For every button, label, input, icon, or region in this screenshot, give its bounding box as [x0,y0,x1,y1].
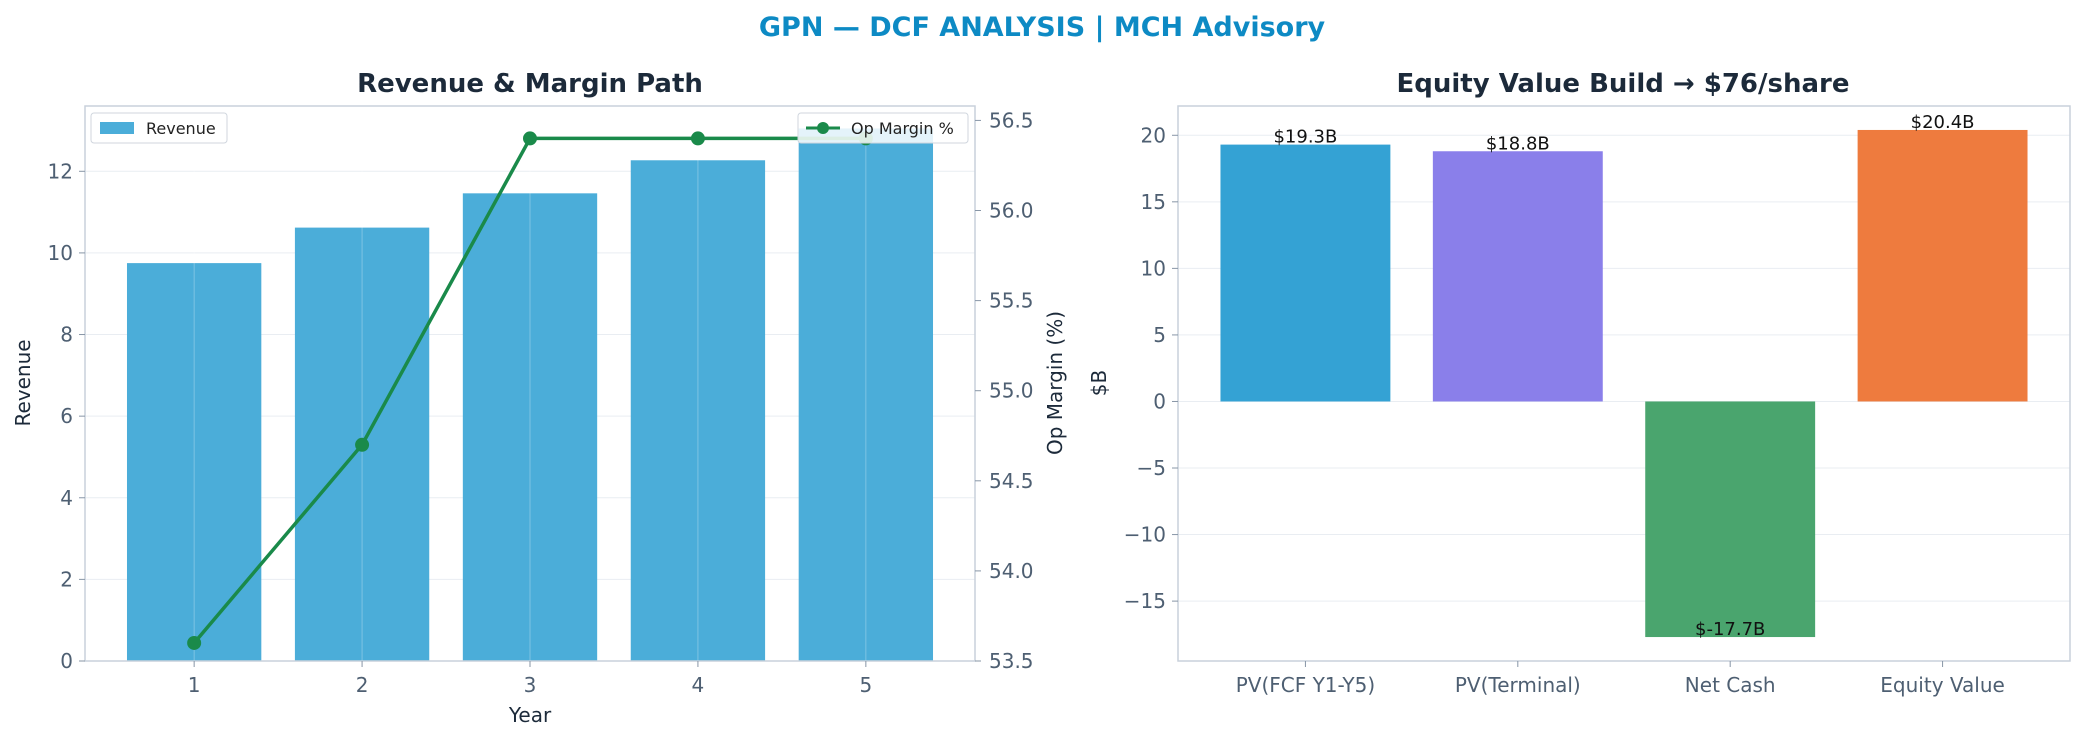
equity-bar-data-label: $18.8B [1486,133,1550,154]
revenue-bar [798,128,934,662]
left-y-tick-label: 6 [60,404,73,428]
left-y-tick-label: 12 [48,159,73,183]
right-plot-frame [1177,105,2071,662]
right-y-tick-label: 20 [1141,123,1166,147]
legend-revenue: Revenue [90,112,228,144]
equity-bar-data-label: $19.3B [1273,127,1337,148]
equity-value-chart: Equity Value Build → $76/share $19.3B $18… [1087,69,2071,697]
left-x-tick-label: 4 [692,673,705,697]
equity-build-bar [1220,144,1391,402]
left-y2-tick-label: 55.0 [989,379,1034,403]
op-margin-point [690,131,705,146]
right-x-tick-label: PV(FCF Y1-Y5) [1236,673,1375,697]
left-y2-tick-label: 54.0 [989,559,1034,583]
left-x-tick-label: 1 [188,673,201,697]
left-x-axis-label: Year [508,703,552,727]
legend-op-margin-label: Op Margin % [851,119,954,138]
op-margin-point [523,131,537,146]
right-y-tick-label: 15 [1141,190,1166,214]
left-x-tick-label: 2 [356,673,369,697]
left-chart-title: Revenue & Margin Path [357,69,703,99]
legend-op-margin-box [797,112,969,144]
left-y2-tick-label: 53.5 [989,649,1034,673]
left-y-tick-label: 4 [60,486,73,510]
left-y-tick-label: 8 [60,323,73,347]
left-y2-tick-label: 56.0 [989,199,1034,223]
right-y-tick-label: −5 [1137,456,1166,480]
left-x-tick-label: 3 [524,673,537,697]
left-y2-tick-label: 56.5 [989,108,1034,132]
left-y2-tick-label: 54.5 [989,469,1034,493]
equity-bar-data-label: $20.4B [1911,112,1975,133]
left-y2-tick-label: 55.5 [989,289,1034,313]
revenue-bar [630,160,766,661]
legend-revenue-label: Revenue [146,119,216,138]
equity-build-bar [1645,401,1816,638]
legend-revenue-box [90,112,228,144]
right-y-axis-label: $B [1087,370,1111,396]
revenue-bar [462,193,598,662]
right-x-tick-label: Net Cash [1685,673,1776,697]
left-y-axis-label: Revenue [11,339,35,426]
legend-revenue-swatch [100,122,134,134]
legend-op-margin-marker [817,122,829,134]
equity-build-bar [1857,129,2028,402]
equity-bar-data-label: $-17.7B [1695,619,1765,640]
left-y-tick-label: 2 [60,567,73,591]
right-y-tick-label: 10 [1141,256,1166,280]
right-x-tick-label: PV(Terminal) [1455,673,1581,697]
left-y-tick-label: 0 [60,649,73,673]
revenue-bar [126,263,262,661]
figure-suptitle: GPN — DCF ANALYSIS | MCH Advisory [759,12,1326,43]
equity-build-bar [1432,151,1603,402]
left-y-tick-label: 10 [48,241,73,265]
right-y-tick-label: 0 [1153,389,1166,413]
left-y2-axis-label: Op Margin (%) [1043,311,1067,455]
right-chart-title: Equity Value Build → $76/share [1397,69,1850,99]
op-margin-point [187,635,202,650]
right-y-tick-label: −10 [1124,523,1166,547]
right-x-tick-label: Equity Value [1880,673,2005,697]
right-y-tick-label: −15 [1124,589,1166,613]
right-y-tick-label: 5 [1153,323,1166,347]
legend-op-margin: Op Margin % [797,112,969,144]
op-margin-point [355,437,370,452]
left-x-tick-label: 5 [859,673,872,697]
